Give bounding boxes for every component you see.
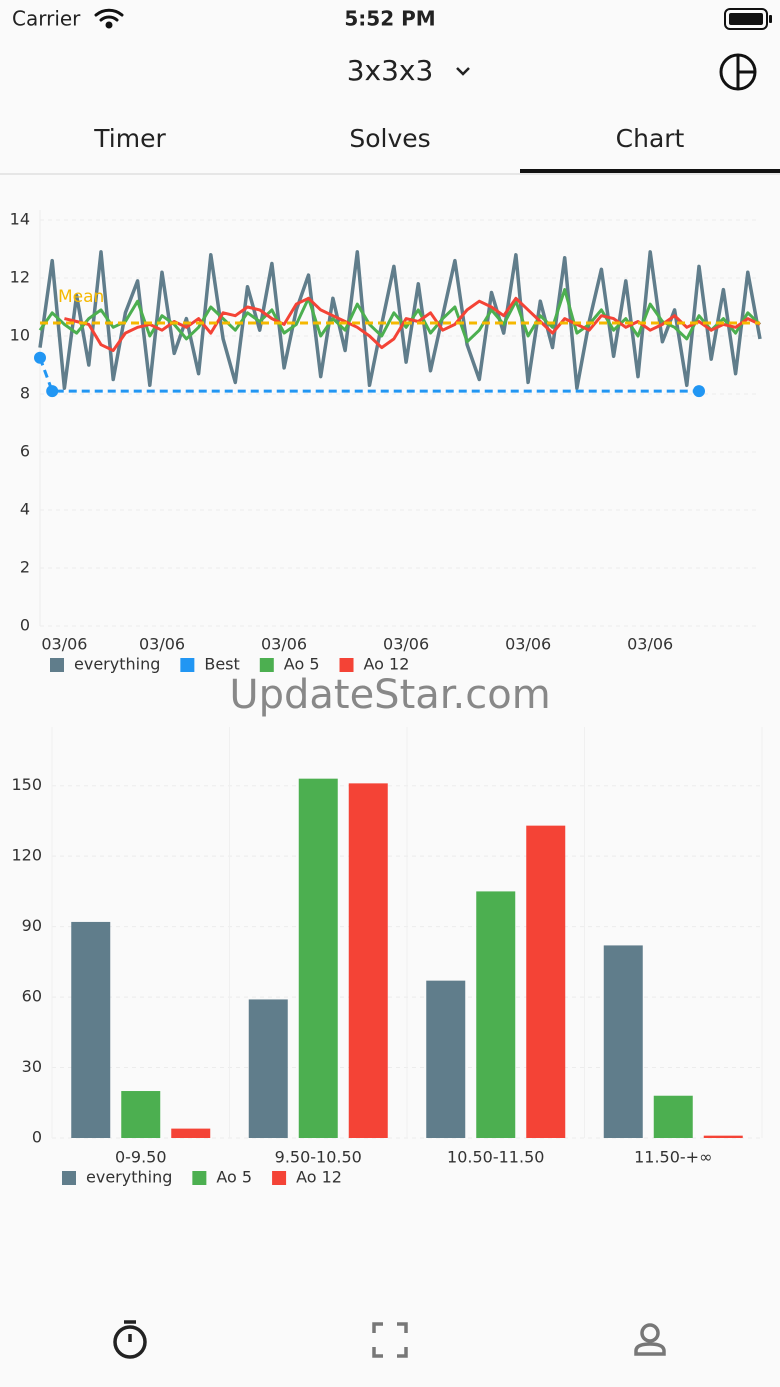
bar	[476, 891, 516, 1138]
puzzle-title[interactable]: 3x3x3	[347, 54, 434, 87]
y-tick-label: 60	[22, 987, 42, 1006]
scan-nav-icon[interactable]	[372, 1322, 408, 1358]
y-tick-label: 4	[20, 500, 30, 519]
y-tick-label: 14	[10, 210, 30, 229]
x-tick-label: 0-9.50	[115, 1148, 167, 1167]
y-tick-label: 90	[22, 916, 42, 935]
legend-label: Ao 5	[284, 655, 320, 674]
clock: 5:52 PM	[344, 7, 435, 31]
x-tick-label: 03/06	[261, 635, 307, 654]
bar	[248, 999, 288, 1138]
tab-selected[interactable]: Chart	[616, 124, 685, 153]
dropdown-icon[interactable]	[456, 67, 470, 76]
y-tick-label: 10	[10, 326, 30, 345]
bar	[703, 1135, 743, 1138]
watermark: UpdateStar.com	[229, 672, 550, 718]
bar	[171, 1128, 211, 1138]
bar	[603, 945, 643, 1138]
x-tick-label: 11.50-+∞	[634, 1148, 712, 1167]
y-tick-label: 12	[10, 268, 30, 287]
best-dot	[46, 385, 59, 398]
best-dot	[692, 385, 705, 398]
x-tick-label: 03/06	[505, 635, 551, 654]
legend-label: everything	[74, 655, 160, 674]
timer-nav-icon[interactable]	[113, 1320, 147, 1359]
y-tick-label: 8	[20, 384, 30, 403]
x-tick-label: 10.50-11.50	[447, 1148, 544, 1167]
legend-swatch	[180, 658, 195, 672]
bar	[426, 980, 466, 1138]
x-tick-label: 03/06	[41, 635, 87, 654]
legend-swatch	[272, 1171, 287, 1185]
legend-swatch	[192, 1171, 207, 1185]
bar	[653, 1095, 693, 1138]
legend-label: Ao 12	[364, 655, 410, 674]
legend-label: everything	[86, 1168, 172, 1187]
series-line	[64, 296, 761, 352]
best-dot	[34, 351, 46, 364]
series-line	[38, 357, 699, 393]
y-tick-label: 150	[11, 775, 42, 794]
bar	[298, 778, 338, 1138]
legend-label: Ao 12	[296, 1168, 342, 1187]
tab[interactable]: Timer	[93, 124, 166, 153]
y-tick-label: 120	[11, 846, 42, 865]
carrier: Carrier	[12, 7, 81, 31]
wifi-icon	[94, 8, 124, 29]
chart-icon[interactable]	[719, 53, 757, 91]
legend-swatch	[339, 658, 354, 672]
x-tick-label: 03/06	[139, 635, 185, 654]
app-bar	[0, 0, 780, 173]
legend-label: Ao 5	[216, 1168, 252, 1187]
tab[interactable]: Solves	[349, 124, 430, 153]
y-tick-label: 6	[20, 442, 30, 461]
x-tick-label: 9.50-10.50	[275, 1148, 362, 1167]
x-tick-label: 03/06	[627, 635, 673, 654]
app-bar-shadow	[0, 173, 780, 175]
bar	[121, 1091, 161, 1138]
series-line	[38, 288, 762, 344]
tab-indicator	[520, 169, 780, 173]
y-tick-label: 2	[20, 558, 30, 577]
bar	[71, 921, 111, 1138]
legend-swatch	[259, 658, 274, 672]
bar	[526, 825, 566, 1138]
legend-label: Best	[204, 655, 239, 674]
mean-label: Mean	[58, 287, 104, 307]
y-tick-label: 30	[22, 1057, 42, 1076]
bar	[348, 783, 388, 1138]
y-tick-label: 0	[20, 616, 30, 635]
series-line	[38, 250, 762, 390]
y-tick-label: 0	[32, 1128, 42, 1147]
legend-swatch	[50, 658, 64, 672]
battery-icon	[724, 8, 772, 30]
legend-swatch	[62, 1171, 76, 1185]
x-tick-label: 03/06	[383, 635, 429, 654]
profile-nav-icon[interactable]	[634, 1323, 666, 1356]
